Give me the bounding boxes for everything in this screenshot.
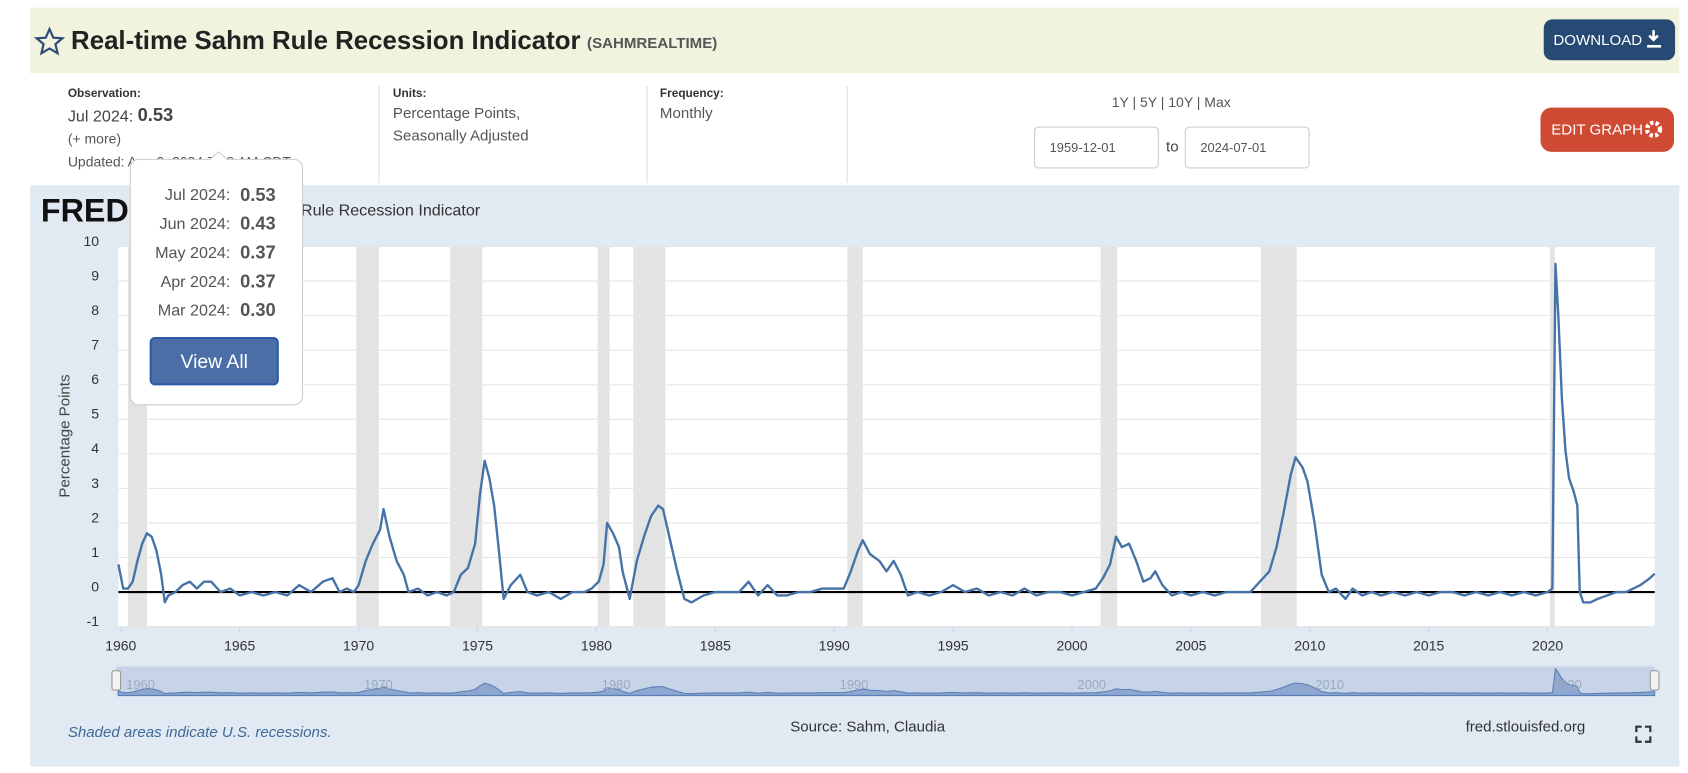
y-tick-label: 8 [91, 302, 99, 318]
download-button-bg[interactable] [1543, 19, 1676, 61]
download-label[interactable]: DOWNLOAD [1553, 32, 1642, 49]
navigator-tick-label: 2020 [1553, 677, 1582, 692]
to-label: to [1166, 138, 1179, 155]
recession-band [633, 246, 666, 627]
tooltip-date: Mar 2024: [158, 302, 231, 320]
navigator-tick-label: 2010 [1315, 677, 1344, 692]
x-tick-label: 2015 [1413, 638, 1444, 654]
y-tick-label: 2 [91, 509, 99, 525]
x-tick-label: 2020 [1532, 638, 1563, 654]
units: Percentage Points, [393, 105, 520, 122]
x-tick-label: 1970 [343, 638, 374, 654]
units-label: Units: [393, 86, 427, 100]
source: Source: Sahm, Claudia [790, 719, 946, 736]
tooltip-value: 0.30 [240, 299, 276, 320]
recession-band [1549, 246, 1555, 627]
frequency: Monthly [660, 105, 713, 122]
y-tick-label: 5 [91, 406, 99, 422]
x-tick-label: 1960 [105, 638, 136, 654]
edit-graph-button[interactable]: EDIT GRAPH [1540, 107, 1675, 152]
recession-band [1100, 246, 1118, 627]
recession-band [1261, 246, 1297, 627]
units: Seasonally Adjusted [393, 128, 529, 145]
x-tick-label: 2010 [1294, 638, 1325, 654]
y-tick-label: 7 [91, 337, 99, 353]
x-tick-label: 1980 [581, 638, 612, 654]
y-tick-label: 4 [91, 440, 99, 456]
edit-graph-label[interactable]: EDIT GRAPH [1551, 121, 1643, 138]
edit-graph-bg[interactable] [1540, 107, 1675, 152]
star-icon[interactable] [33, 26, 66, 56]
recession-band [356, 246, 379, 627]
navigator-tick-label: 1970 [364, 677, 393, 692]
tooltip-value: 0.37 [240, 270, 276, 291]
start-date-input[interactable] [1034, 126, 1159, 169]
x-tick-label: 1985 [700, 638, 731, 654]
navigator-tick-label: 2000 [1077, 677, 1106, 692]
series-line [117, 262, 1656, 604]
site[interactable]: fred.stlouisfed.org [1466, 719, 1586, 736]
end-date-input[interactable] [1184, 126, 1310, 169]
fred-logo: FRED [41, 193, 129, 229]
y-tick-label: 3 [91, 475, 99, 491]
y-tick-label: 6 [91, 371, 99, 387]
recession-band [450, 246, 483, 627]
navigator-tick-label: 1990 [840, 677, 869, 692]
navigator-marks: 1960 1970 1980 1990 2000 2010 2020 [117, 667, 1656, 697]
frequency-label: Frequency: [660, 86, 724, 100]
navigator-tick-label: 1980 [602, 677, 631, 692]
tooltip-date: May 2024: [155, 244, 230, 262]
tooltip-value: 0.53 [240, 184, 276, 205]
recession-band [597, 246, 610, 627]
page-title: Real-time Sahm Rule Recession Indicator [71, 27, 581, 55]
end-date[interactable]: 2024-07-01 [1200, 140, 1266, 155]
y-tick-label: 0 [91, 578, 99, 594]
tooltip-date: Jun 2024: [160, 215, 231, 233]
x-tick-label: 2005 [1175, 638, 1206, 654]
x-tick-label: 1995 [938, 638, 969, 654]
y-axis-label: Percentage Points [57, 374, 74, 497]
download-button[interactable]: DOWNLOAD [1543, 19, 1676, 61]
recession-note: Shaded areas indicate U.S. recessions. [68, 724, 332, 741]
tooltip: Jul 2024: 0.53 Jun 2024: 0.43 May 2024: 0.37 A… [129, 151, 304, 406]
chart-marks [117, 246, 1656, 634]
tooltip-rows: Jul 2024: 0.53 Jun 2024: 0.43 May 2024: 0.37 A… [155, 184, 276, 320]
x-tick-label: 1990 [819, 638, 850, 654]
observation-label: Observation: [68, 86, 141, 100]
series-id: (SAHMREALTIME) [587, 35, 717, 52]
y-tick-label: 9 [91, 267, 99, 283]
more-link[interactable]: (+ more) [68, 131, 121, 147]
observation-value: 0.53 [138, 104, 174, 125]
navigator-area [117, 667, 1656, 697]
observation-date: Jul 2024: [68, 108, 133, 126]
y-tick-label: -1 [87, 613, 100, 629]
y-tick-label: 1 [91, 544, 99, 560]
download-icon[interactable] [1647, 30, 1662, 48]
x-tick-label: 2000 [1056, 638, 1087, 654]
navigator-handle[interactable] [111, 670, 122, 691]
tooltip-date: Apr 2024: [160, 273, 230, 291]
y-tick-label: 10 [83, 233, 99, 249]
recession-band [847, 246, 863, 627]
start-date[interactable]: 1959-12-01 [1050, 140, 1116, 155]
gear-icon[interactable] [1644, 120, 1663, 138]
navigator-tick-label: 1960 [126, 677, 155, 692]
view-all-label[interactable]: View All [181, 351, 248, 373]
x-tick-label: 1975 [462, 638, 493, 654]
header-bar [30, 7, 1680, 74]
tooltip-date: Jul 2024: [165, 186, 230, 204]
view-all-button[interactable] [149, 336, 279, 386]
tooltip-value: 0.37 [240, 241, 276, 262]
navigator-handle[interactable] [1649, 670, 1660, 691]
tooltip-value: 0.43 [240, 213, 276, 234]
range-links[interactable]: 1Y | 5Y | 10Y | Max [1112, 94, 1231, 110]
fullscreen-icon[interactable] [1635, 725, 1652, 743]
x-tick-label: 1965 [224, 638, 255, 654]
